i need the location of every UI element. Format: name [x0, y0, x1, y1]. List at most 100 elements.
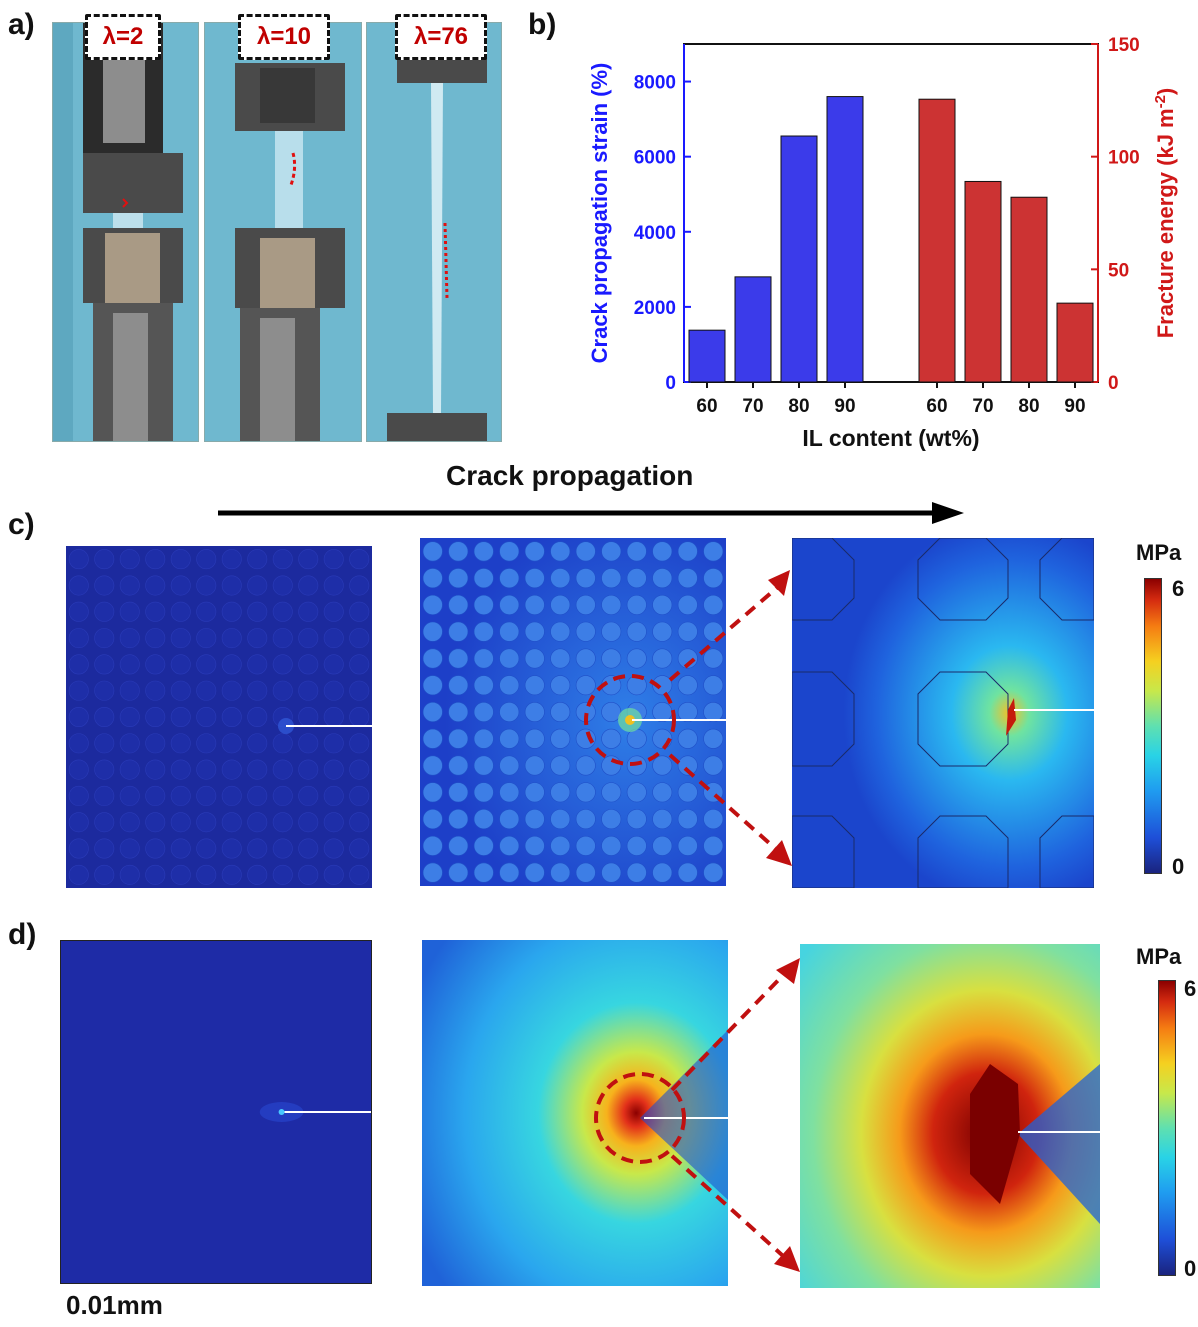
lattice-particle — [247, 838, 268, 859]
lattice-particle — [524, 755, 545, 776]
x-tick-label: 60 — [926, 396, 947, 417]
lattice-particle — [323, 707, 344, 727]
lattice-particle — [68, 680, 89, 701]
lattice-particle — [422, 755, 443, 776]
lattice-particle — [524, 621, 545, 642]
right-axis-title: Fracture energy (kJ m-2) — [1152, 88, 1178, 339]
lattice-particle — [94, 549, 115, 570]
lattice-particle — [94, 838, 115, 859]
lattice-particle — [196, 812, 217, 833]
lattice-particle — [422, 835, 443, 856]
lattice-particle — [247, 864, 268, 885]
lattice-particle — [272, 654, 293, 675]
lattice-particle — [473, 541, 494, 562]
lattice-particle — [703, 835, 724, 856]
lattice-particle — [349, 680, 370, 701]
lattice-particle — [677, 809, 698, 830]
lattice-particle — [677, 702, 698, 722]
lattice-particle — [626, 782, 647, 803]
lattice-particle — [68, 654, 89, 675]
lattice-particle — [349, 601, 370, 622]
lattice-particle — [473, 862, 494, 883]
bar-fracture-energy — [964, 180, 1002, 383]
lattice-particle — [272, 628, 293, 649]
lattice-particle — [601, 809, 622, 830]
lambda-badge-1: λ=2 — [85, 14, 161, 60]
lattice-particle — [170, 864, 191, 885]
lattice-particle — [677, 675, 698, 696]
lattice-particle — [323, 654, 344, 675]
left-tick-label: 8000 — [634, 73, 676, 94]
lattice-particle — [145, 864, 166, 885]
lattice-particle — [119, 707, 140, 727]
lattice-particle — [298, 759, 319, 780]
lattice-particle — [221, 707, 242, 727]
lattice-particle — [652, 648, 673, 669]
zoom-arrows-d — [670, 958, 800, 1272]
lattice-particle — [170, 812, 191, 833]
lattice-particle — [626, 835, 647, 856]
lattice-particle — [448, 702, 469, 722]
lattice-particle — [323, 601, 344, 622]
lattice-particle — [221, 575, 242, 596]
lattice-particle — [524, 675, 545, 696]
lattice-particle — [68, 864, 89, 885]
lattice-particle — [703, 541, 724, 562]
lattice-particle — [550, 809, 571, 830]
lattice-particle — [68, 707, 89, 727]
lattice-particle — [196, 549, 217, 570]
lattice-particle — [422, 728, 443, 749]
lattice-particle — [626, 541, 647, 562]
lattice-particle — [272, 549, 293, 570]
lattice-particle — [448, 648, 469, 669]
lattice-particle — [272, 601, 293, 622]
lattice-particle — [499, 702, 520, 722]
bar-fracture-energy — [1056, 302, 1094, 383]
lattice-particle — [652, 621, 673, 642]
lattice-particle — [524, 809, 545, 830]
lattice-particle — [196, 680, 217, 701]
lattice-particle — [499, 809, 520, 830]
lattice-particle — [196, 654, 217, 675]
lattice-particle — [119, 838, 140, 859]
x-tick-label: 60 — [696, 396, 717, 417]
lattice-particle — [298, 707, 319, 727]
lattice-particle — [272, 759, 293, 780]
lattice-particle — [298, 601, 319, 622]
lattice-particle — [575, 621, 596, 642]
lattice-particle — [221, 549, 242, 570]
lattice-particle — [349, 785, 370, 806]
lattice-particle — [473, 728, 494, 749]
lattice-particle — [703, 594, 724, 615]
lattice-particle — [145, 549, 166, 570]
lattice-particle — [119, 549, 140, 570]
lattice-particle — [68, 733, 89, 754]
lattice-particle — [94, 864, 115, 885]
lattice-particle — [196, 733, 217, 754]
homogeneous-zoom — [800, 944, 1100, 1288]
lattice-particle — [448, 541, 469, 562]
lattice-particle — [349, 707, 370, 727]
lattice-particle — [473, 809, 494, 830]
bar-strain — [780, 135, 818, 383]
lattice-particle — [626, 568, 647, 589]
lattice-particle — [145, 812, 166, 833]
lattice-particle — [473, 755, 494, 776]
lattice-particle — [323, 680, 344, 701]
lattice-particle — [247, 601, 268, 622]
lattice-particle — [119, 628, 140, 649]
lattice-particle — [272, 680, 293, 701]
lattice-particle — [703, 675, 724, 696]
lattice-particle — [221, 759, 242, 780]
lattice-particle — [550, 702, 571, 722]
lattice-particle — [119, 654, 140, 675]
lattice-particle — [323, 549, 344, 570]
lattice-particle — [550, 835, 571, 856]
lattice-particle — [272, 864, 293, 885]
lattice-particle — [170, 838, 191, 859]
lattice-particle — [349, 733, 370, 754]
lattice-particle — [298, 549, 319, 570]
bar-strain — [688, 329, 726, 383]
lattice-particle — [119, 601, 140, 622]
lattice-particle — [247, 785, 268, 806]
